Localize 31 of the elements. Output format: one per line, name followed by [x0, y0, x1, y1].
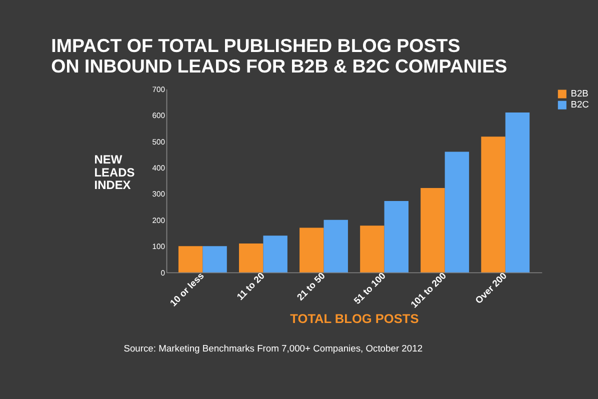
y-tick-label: 300 [152, 190, 166, 199]
bar [384, 201, 409, 272]
x-tick-label: 101 to 200 [408, 270, 448, 310]
bar [505, 112, 530, 272]
y-tick-label: 700 [152, 84, 166, 94]
y-tick-label: 100 [152, 242, 166, 252]
y-tick-label: 400 [152, 164, 166, 172]
bar [324, 220, 348, 272]
bar [420, 188, 445, 272]
bar [444, 152, 470, 272]
x-tick-label: 10 or less [168, 270, 206, 308]
source-note: Source: Marketing Benchmarks From 7,000+ Companies, October 2012 [124, 344, 423, 354]
y-axis-title: NEW LEADS INDEX [94, 152, 135, 192]
bar [263, 236, 288, 272]
bar [178, 246, 203, 272]
y-tick-label: 600 [152, 111, 166, 120]
bar [360, 226, 384, 272]
bar [481, 136, 506, 272]
legend-label: B2B [570, 88, 588, 99]
bar [238, 243, 264, 272]
bar [202, 246, 227, 272]
y-tick-label: 200 [152, 216, 166, 225]
x-tick-label: 21 to 50 [295, 270, 327, 302]
y-tick-label: 0 [160, 268, 166, 278]
x-axis-title: TOTAL BLOG POSTS [290, 311, 420, 326]
x-tick-label: 11 to 20 [235, 270, 266, 302]
x-tick-label: 51 to 100 [352, 270, 388, 306]
chart-title: IMPACT OF TOTAL PUBLISHED BLOG POSTS ON INBOUND LEADS FOR B2B & B2C COMPANIES [51, 35, 508, 77]
y-tick-label: 500 [152, 137, 166, 146]
legend-label: B2C [570, 100, 590, 110]
bar [300, 228, 324, 272]
